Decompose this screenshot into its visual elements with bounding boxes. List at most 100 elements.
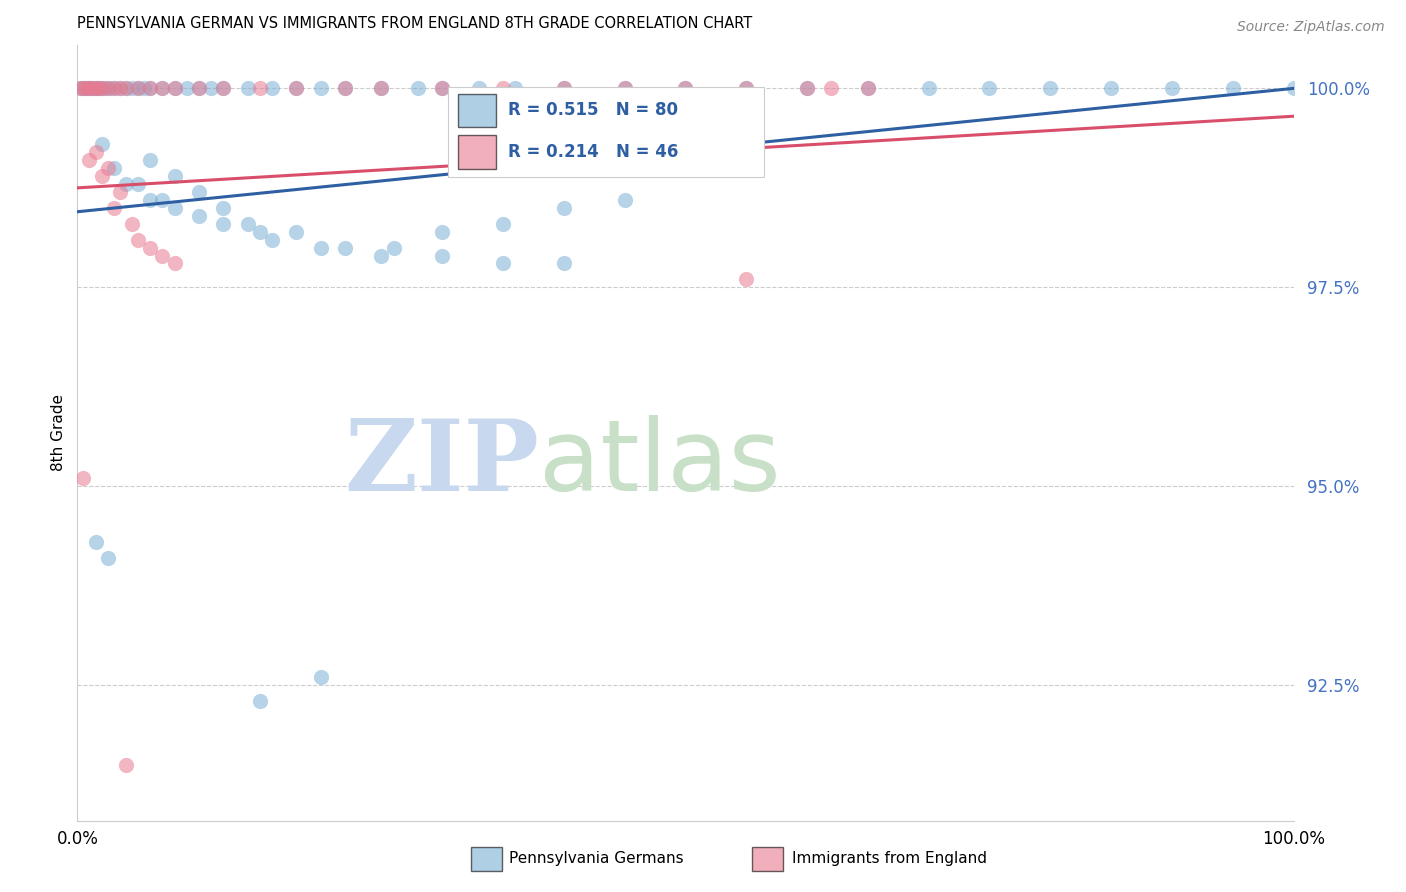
Point [90,81,112,95]
Point [309,81,332,95]
Point [503,81,526,95]
Point [430,81,453,95]
Point [121,217,143,231]
Point [163,256,186,270]
Y-axis label: 8th Grade: 8th Grade [51,394,66,471]
Point [90,81,112,95]
Point [492,256,515,270]
Point [236,81,259,95]
Point [1161,81,1184,95]
Point [188,185,211,199]
Point [152,193,174,207]
Point [90,137,112,152]
Point [77,81,100,95]
Point [134,81,156,95]
Point [79,153,101,167]
Point [75,81,97,95]
Text: ZIP: ZIP [344,415,540,512]
Point [163,81,186,95]
Point [212,81,235,95]
Point [1039,81,1062,95]
Point [249,694,271,708]
Point [492,81,515,95]
Point [87,81,110,95]
Point [72,81,94,95]
Point [249,225,271,239]
Point [108,185,131,199]
Point [467,81,489,95]
Point [553,81,575,95]
Point [212,81,235,95]
Point [820,81,842,95]
Point [309,670,332,684]
Point [333,81,356,95]
Point [97,161,120,175]
Point [84,535,107,549]
Point [152,81,174,95]
Point [84,81,107,95]
Point [188,209,211,223]
Point [97,81,120,95]
Point [108,81,131,95]
Point [103,81,125,95]
Point [127,177,149,191]
Point [1222,81,1244,95]
Point [115,177,138,191]
Point [127,81,149,95]
Point [121,81,143,95]
Point [97,551,120,566]
Point [430,81,453,95]
Point [553,81,575,95]
Point [152,248,174,262]
Text: Immigrants from England: Immigrants from England [792,852,987,866]
Point [70,81,93,95]
Point [163,201,186,215]
Point [382,241,405,255]
Point [285,81,308,95]
Point [796,81,818,95]
Point [1099,81,1122,95]
Point [285,81,308,95]
Point [735,81,758,95]
Point [735,81,758,95]
Point [76,81,98,95]
Text: Source: ZipAtlas.com: Source: ZipAtlas.com [1237,20,1385,34]
Point [103,161,125,175]
Point [139,81,162,95]
Point [260,233,283,247]
Point [94,81,117,95]
Point [163,81,186,95]
Point [260,81,283,95]
Point [796,81,818,95]
Point [613,81,636,95]
Point [80,81,103,95]
Point [200,81,222,95]
Text: PENNSYLVANIA GERMAN VS IMMIGRANTS FROM ENGLAND 8TH GRADE CORRELATION CHART: PENNSYLVANIA GERMAN VS IMMIGRANTS FROM E… [77,16,752,31]
Point [370,248,392,262]
Point [139,193,162,207]
Point [139,153,162,167]
Point [918,81,941,95]
Point [176,81,198,95]
Point [139,81,162,95]
Point [979,81,1001,95]
Point [856,81,879,95]
Point [735,272,758,286]
Point [430,225,453,239]
Point [97,81,120,95]
Point [370,81,392,95]
Point [127,233,149,247]
Point [72,471,94,485]
Point [188,81,211,95]
Point [80,81,103,95]
Point [249,81,271,95]
Point [492,217,515,231]
Point [103,81,125,95]
Point [675,81,697,95]
Point [115,81,138,95]
Point [1282,81,1305,95]
Point [90,169,112,183]
Point [115,81,138,95]
Point [79,81,101,95]
Point [309,241,332,255]
